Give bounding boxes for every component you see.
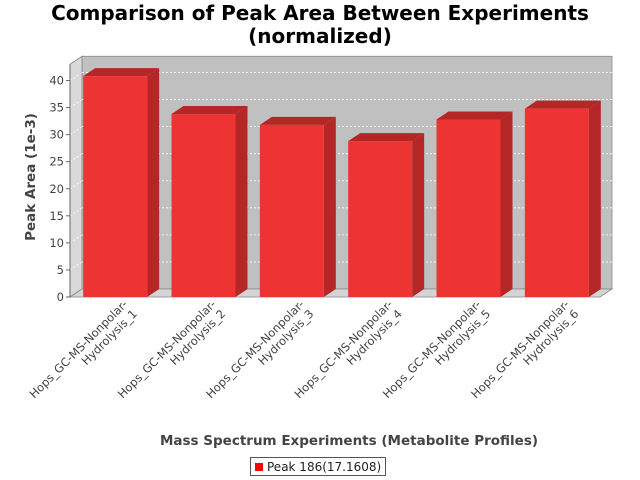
x-axis-title: Mass Spectrum Experiments (Metabolite Pr…: [160, 433, 538, 449]
bar-top: [171, 106, 248, 115]
bar: [171, 114, 236, 298]
y-tick-label: 15: [49, 209, 64, 223]
bar-side: [500, 111, 513, 297]
y-tick-label: 35: [49, 101, 64, 115]
gridline-wall: [69, 126, 83, 135]
bar-side: [588, 100, 601, 298]
gridline-wall: [69, 99, 83, 108]
bar-top: [348, 133, 425, 142]
chart-title-line-1: Comparison of Peak Area Between Experime…: [51, 1, 589, 25]
gridline-wall: [69, 72, 83, 81]
gridline-wall: [69, 261, 83, 271]
gridline-wall: [69, 207, 83, 217]
bar-top: [436, 111, 513, 120]
y-tick-label: 10: [49, 236, 64, 250]
bar-top: [524, 100, 601, 109]
y-tick-label: 40: [49, 74, 64, 88]
bar-side: [235, 106, 248, 298]
chart-title-line-2: (normalized): [248, 24, 392, 48]
bar-top: [83, 68, 160, 77]
chart-title: Comparison of Peak Area Between Experime…: [0, 2, 640, 48]
y-axis-title: Peak Area (1e-3): [23, 113, 39, 241]
plot-left-wall: [69, 55, 83, 298]
y-tick-label: 20: [49, 182, 64, 196]
bar-side: [323, 116, 336, 297]
gridline-wall: [69, 180, 83, 190]
bar-top: [259, 116, 336, 125]
legend: Peak 186(17.1608): [250, 457, 387, 476]
y-tick-label: 30: [49, 128, 64, 142]
y-tick-label: 5: [57, 263, 64, 277]
bar-side: [412, 133, 425, 297]
bar: [259, 124, 324, 297]
gridline-wall: [69, 234, 83, 244]
bar: [524, 108, 589, 298]
bar: [83, 76, 148, 297]
bar: [348, 141, 413, 297]
plot-back-wall: [81, 55, 613, 290]
x-category-label: Hops_GC-MS-Nonpolar-: [26, 297, 130, 401]
gridline-wall: [69, 153, 83, 163]
y-tick-label: 0: [57, 290, 64, 304]
bar: [436, 119, 501, 297]
bar-side: [147, 68, 160, 297]
legend-swatch: [255, 462, 263, 471]
legend-label: Peak 186(17.1608): [267, 459, 382, 474]
y-tick-label: 25: [49, 155, 64, 169]
